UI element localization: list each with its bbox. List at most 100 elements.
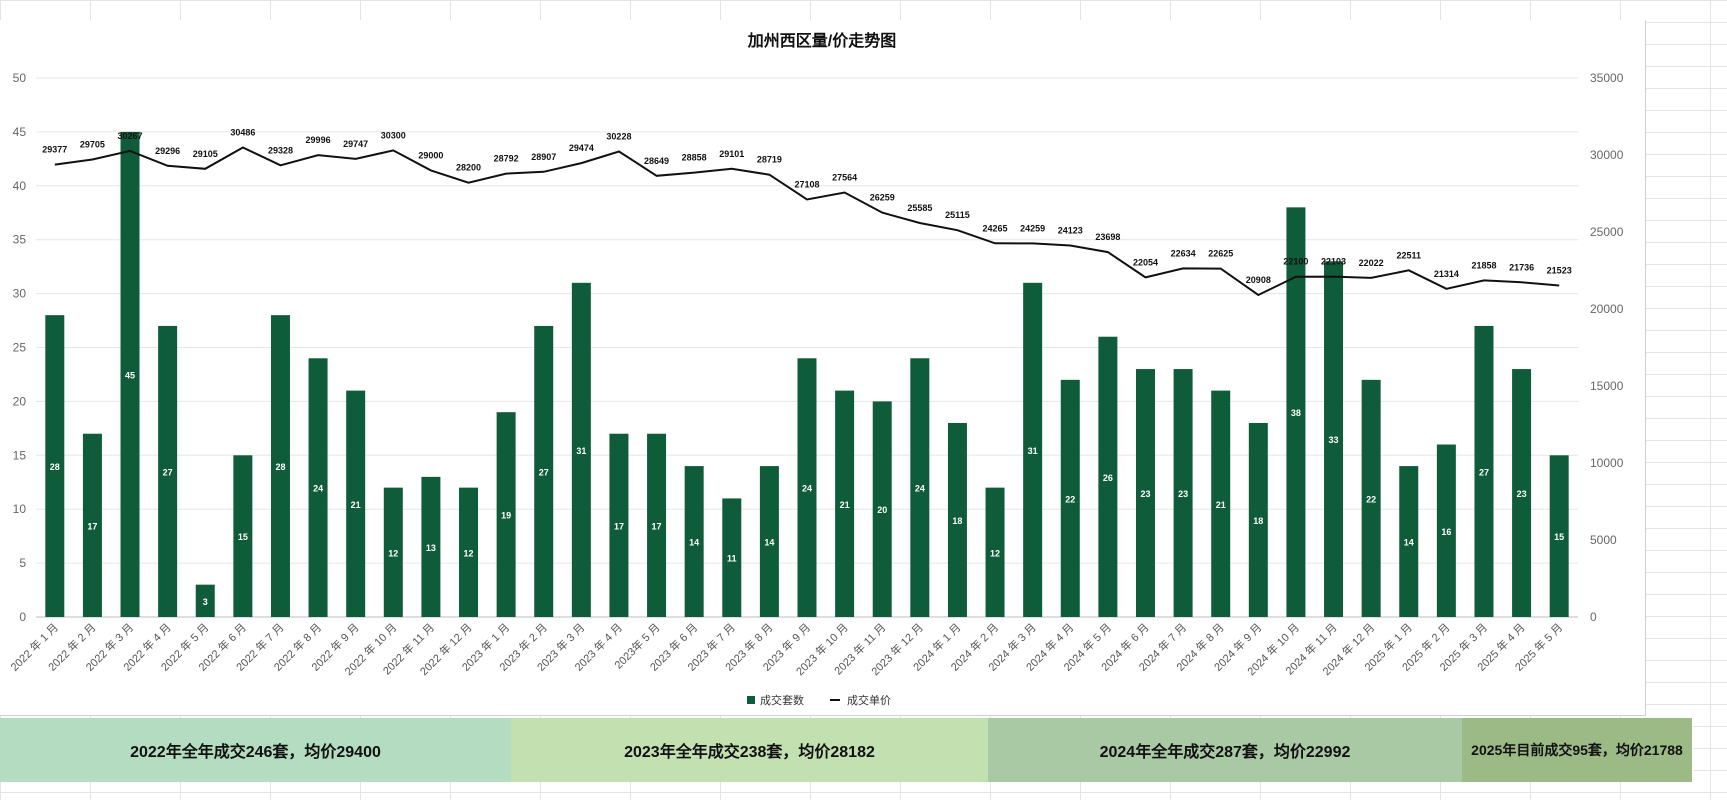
bar (647, 433, 667, 617)
line-value-label: 21523 (1547, 266, 1572, 276)
y-left-tick-label: 45 (13, 125, 27, 139)
line-value-label: 22103 (1321, 257, 1346, 267)
bar-value-label: 14 (689, 538, 699, 548)
line-value-label: 22022 (1359, 258, 1384, 268)
bar-value-label: 17 (87, 521, 97, 531)
line-value-label: 29377 (42, 145, 67, 155)
bar-value-label: 24 (802, 484, 812, 494)
bar (1286, 207, 1306, 618)
bar (82, 433, 102, 617)
bar-value-label: 3 (203, 597, 208, 607)
summary-2022[interactable]: 2022年全年成交246套，均价29400 (0, 718, 512, 782)
bar (459, 487, 479, 617)
bar (1135, 369, 1155, 617)
bar (1512, 369, 1532, 617)
line-value-label: 29705 (80, 140, 105, 150)
bar (1361, 379, 1381, 617)
bar-value-label: 12 (464, 548, 474, 558)
bar-value-label: 21 (1216, 500, 1226, 510)
bar-value-label: 18 (1253, 516, 1263, 526)
bar-value-label: 27 (539, 467, 549, 477)
bar-value-label: 15 (1554, 532, 1564, 542)
line-value-label: 27564 (832, 173, 857, 183)
y-right-tick-label: 10000 (1590, 456, 1624, 470)
bar (1098, 336, 1118, 617)
y-left-tick-label: 35 (13, 233, 27, 247)
line-value-label: 22634 (1171, 248, 1196, 258)
y-left-tick-label: 40 (13, 179, 27, 193)
bar-value-label: 17 (652, 521, 662, 531)
y-right-tick-label: 35000 (1590, 71, 1624, 85)
y-left-tick-label: 5 (19, 556, 26, 570)
line-value-label: 29000 (418, 150, 443, 160)
line-value-label: 29101 (719, 149, 744, 159)
line-value-label: 29105 (193, 149, 218, 159)
line-value-label: 28792 (494, 154, 519, 164)
bar (120, 131, 140, 617)
bar-value-label: 20 (877, 505, 887, 515)
line-value-label: 28649 (644, 156, 669, 166)
y-left-tick-label: 0 (19, 610, 26, 624)
bar (947, 422, 967, 617)
line-value-label: 24259 (1020, 223, 1045, 233)
bar-value-label: 23 (1178, 489, 1188, 499)
y-right-tick-label: 20000 (1590, 302, 1624, 316)
bar-value-label: 31 (576, 446, 586, 456)
bar (1023, 282, 1043, 617)
line-value-label: 21858 (1471, 260, 1496, 270)
bar-value-label: 12 (990, 548, 1000, 558)
bar-value-label: 26 (1103, 473, 1113, 483)
bar-value-label: 23 (1517, 489, 1527, 499)
line-value-label: 20908 (1246, 275, 1271, 285)
line-value-label: 26259 (870, 193, 895, 203)
bar (684, 466, 704, 617)
line-value-label: 29474 (569, 143, 594, 153)
price-line (54, 146, 1560, 297)
summary-2024[interactable]: 2024年全年成交287套，均价22992 (988, 718, 1463, 782)
line-value-label: 29747 (343, 139, 368, 149)
bar (308, 358, 328, 617)
bar (45, 315, 65, 617)
bar-value-label: 14 (764, 538, 774, 548)
summary-row: 2022年全年成交246套，均价29400 2023年全年成交238套，均价28… (0, 718, 1693, 782)
bar-value-label: 21 (351, 500, 361, 510)
bar-value-label: 11 (727, 554, 737, 564)
bar-value-label: 17 (614, 521, 624, 531)
bar (1173, 369, 1193, 617)
bar (1549, 455, 1569, 617)
bar-value-label: 19 (501, 511, 511, 521)
y-right-tick-label: 25000 (1590, 225, 1624, 239)
y-right-tick-label: 5000 (1590, 533, 1617, 547)
bar-line-chart: 加州西区量/价走势图 0 5 10 15 20 25 30 35 40 45 50 0 5000 10000… (7, 31, 1624, 707)
line-value-label: 25115 (945, 210, 970, 220)
line-value-label: 29296 (155, 146, 180, 156)
bar (910, 358, 930, 617)
chart-panel[interactable]: 加州西区量/价走势图 0 5 10 15 20 25 30 35 40 45 50 0 5000 10000… (0, 20, 1646, 716)
bar (496, 412, 516, 617)
line-value-label: 22511 (1396, 250, 1421, 260)
bar-value-label: 13 (426, 543, 436, 553)
line-value-label: 21314 (1434, 269, 1459, 279)
line-value-label: 30486 (230, 128, 255, 138)
bar (1324, 261, 1344, 617)
summary-2025[interactable]: 2025年目前成交95套，均价21788 (1462, 718, 1693, 782)
line-value-label: 25585 (907, 203, 932, 213)
y-right-tick-label: 0 (1590, 610, 1597, 624)
bar-value-label: 45 (125, 370, 135, 380)
bar (1474, 325, 1494, 617)
bar (835, 390, 855, 617)
bar (571, 282, 591, 617)
bar (1211, 390, 1231, 617)
bar (346, 390, 366, 617)
bar (1248, 422, 1268, 617)
y-left-tick-label: 20 (13, 394, 27, 408)
line-value-label: 30300 (381, 130, 406, 140)
bar (1399, 466, 1419, 617)
bar-value-label: 28 (50, 462, 60, 472)
line-value-label: 22625 (1208, 249, 1233, 259)
line-value-label: 28858 (682, 153, 707, 163)
bar (383, 487, 403, 617)
summary-2023[interactable]: 2023年全年成交238套，均价28182 (511, 718, 989, 782)
line-value-label: 30228 (606, 131, 631, 141)
line-value-label: 22100 (1283, 257, 1308, 267)
